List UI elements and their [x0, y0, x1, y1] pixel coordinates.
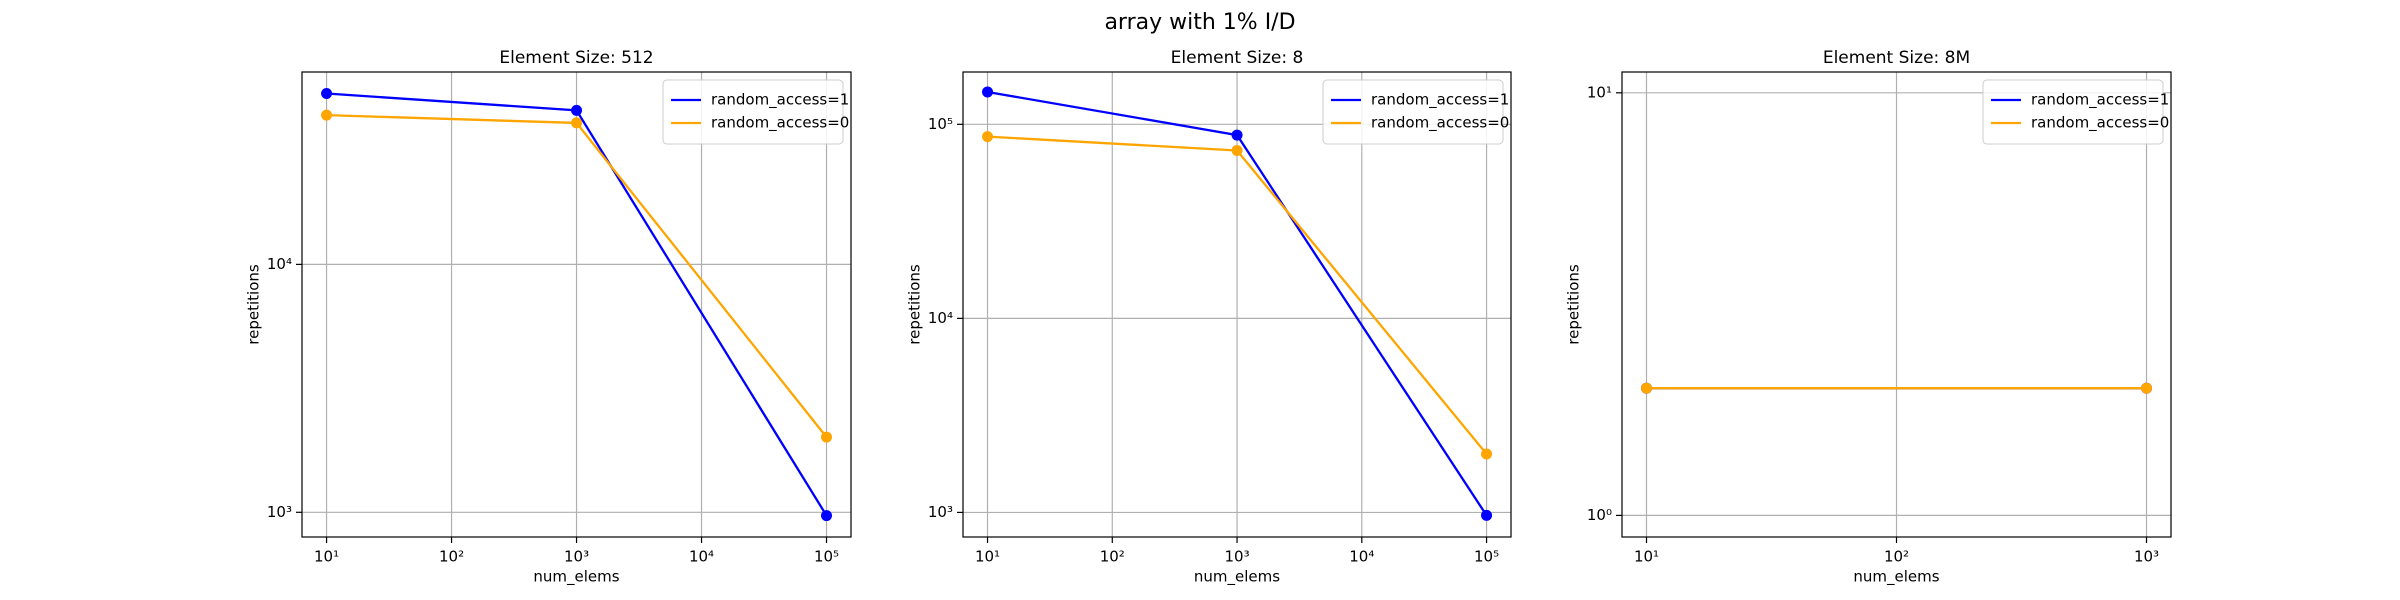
- data-point: [2141, 382, 2153, 394]
- chart-title: Element Size: 512: [499, 48, 653, 68]
- y-tick-label: 10⁴: [928, 309, 953, 327]
- y-tick-label: 10³: [267, 503, 292, 521]
- x-tick-label: 10⁵: [814, 548, 839, 566]
- data-point: [321, 87, 333, 99]
- axes-frame: [1621, 71, 2172, 538]
- x-tick-label: 10¹: [975, 548, 1000, 566]
- data-point: [1231, 144, 1243, 156]
- legend-label: random_access=1: [1371, 91, 1509, 110]
- chart-title: Element Size: 8M: [1823, 48, 1970, 68]
- x-tick-label: 10³: [2134, 548, 2159, 566]
- data-point: [982, 86, 994, 98]
- y-tick-label: 10⁴: [267, 255, 292, 273]
- legend-label: random_access=0: [1371, 114, 1509, 133]
- y-axis-label: repetitions: [245, 264, 263, 345]
- axes-frame: [301, 71, 852, 538]
- x-tick-label: 10⁴: [1349, 548, 1374, 566]
- x-tick-label: 10²: [1884, 548, 1909, 566]
- data-point: [1481, 509, 1493, 521]
- y-tick-label: 10⁵: [928, 115, 953, 133]
- legend-box: [1982, 79, 2164, 145]
- y-tick-label: 10³: [928, 503, 953, 521]
- x-tick-label: 10³: [564, 548, 589, 566]
- axes-frame: [962, 71, 1512, 538]
- legend-box: [662, 79, 844, 145]
- legend-label: random_access=0: [2031, 114, 2169, 133]
- data-point: [571, 104, 583, 116]
- data-point: [1481, 448, 1493, 460]
- y-tick-label: 10¹: [1587, 83, 1612, 101]
- y-axis-label: repetitions: [906, 264, 924, 345]
- x-tick-label: 10³: [1224, 548, 1249, 566]
- data-point: [1231, 129, 1243, 141]
- x-tick-label: 10²: [439, 548, 464, 566]
- data-point: [321, 109, 333, 121]
- legend-label: random_access=1: [2031, 91, 2169, 110]
- x-tick-label: 10¹: [314, 548, 339, 566]
- y-axis-label: repetitions: [1565, 264, 1583, 345]
- legend-label: random_access=0: [711, 114, 849, 133]
- x-axis-label: num_elems: [533, 568, 619, 587]
- chart-title: Element Size: 8: [1171, 48, 1304, 68]
- x-tick-label: 10²: [1100, 548, 1125, 566]
- x-tick-label: 10⁵: [1474, 548, 1499, 566]
- data-point: [571, 117, 583, 129]
- data-point: [1640, 382, 1652, 394]
- legend-box: [1322, 79, 1504, 145]
- data-point: [821, 510, 833, 522]
- data-point: [982, 131, 994, 143]
- y-tick-label: 10⁰: [1587, 506, 1612, 524]
- data-point: [821, 431, 833, 443]
- x-tick-label: 10⁴: [689, 548, 714, 566]
- legend-label: random_access=1: [711, 91, 849, 110]
- x-tick-label: 10¹: [1634, 548, 1659, 566]
- figure-title: array with 1% I/D: [1104, 10, 1295, 35]
- x-axis-label: num_elems: [1853, 568, 1939, 587]
- x-axis-label: num_elems: [1194, 568, 1280, 587]
